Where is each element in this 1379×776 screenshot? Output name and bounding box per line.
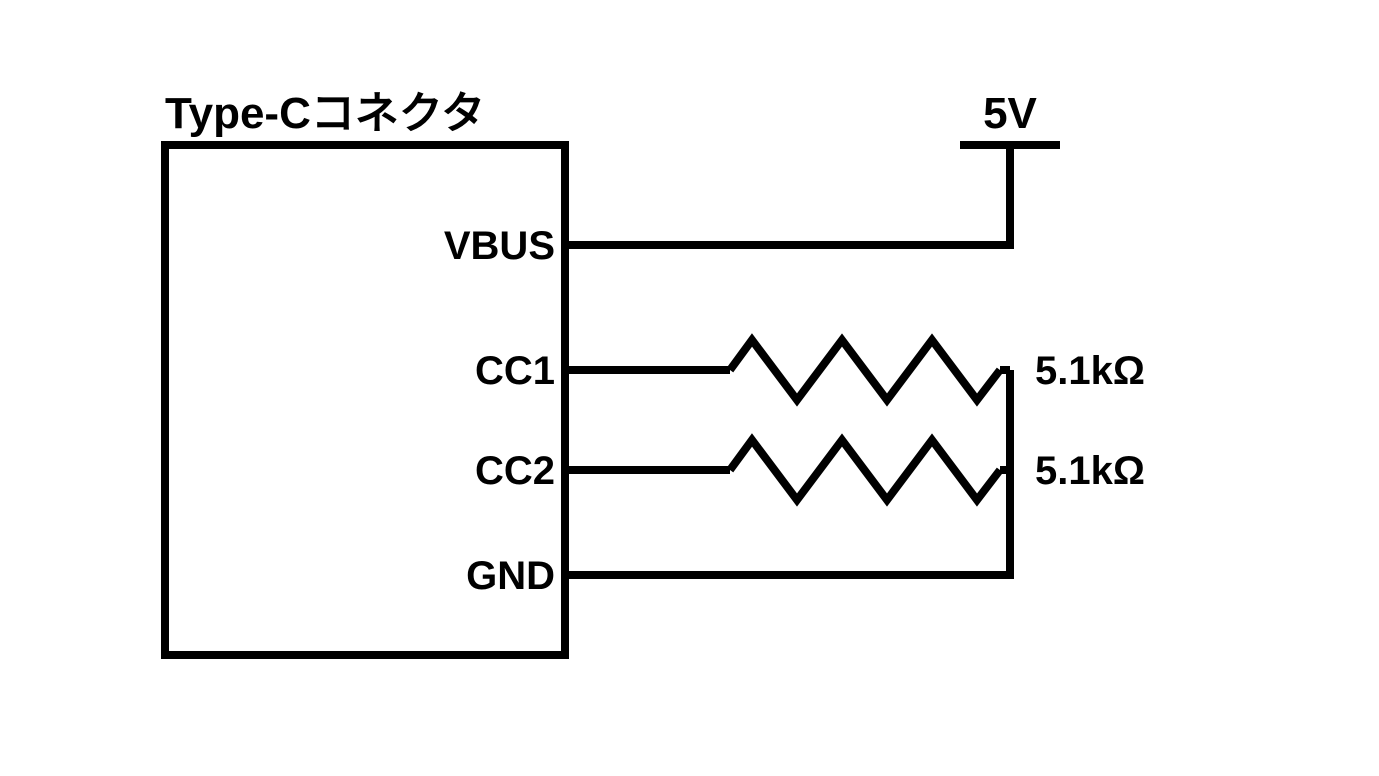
circuit-diagram: Type-Cコネクタ 5V VBUS CC1 CC2 GND 5.1kΩ 5.1… xyxy=(0,0,1379,776)
pin-cc1-label: CC1 xyxy=(475,349,555,393)
diagram-title: Type-Cコネクタ xyxy=(165,89,485,138)
cc1-resistor xyxy=(730,340,1000,400)
r1-value-label: 5.1kΩ xyxy=(1035,349,1145,393)
r2-value-label: 5.1kΩ xyxy=(1035,449,1145,493)
pin-vbus-label: VBUS xyxy=(444,224,555,268)
cc2-resistor xyxy=(730,440,1000,500)
voltage-label: 5V xyxy=(983,89,1037,138)
pin-cc2-label: CC2 xyxy=(475,449,555,493)
pin-gnd-label: GND xyxy=(466,554,555,598)
